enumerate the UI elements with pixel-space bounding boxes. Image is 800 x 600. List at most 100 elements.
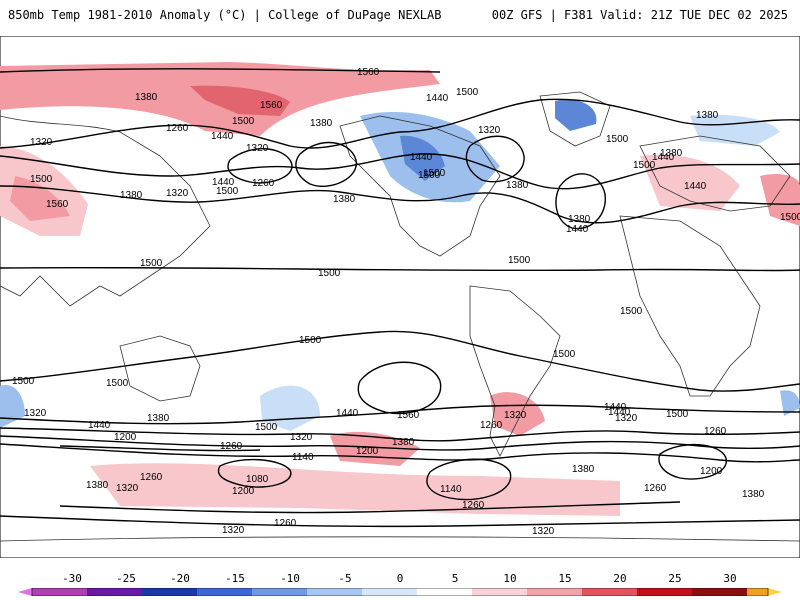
colorbar-seg [692, 588, 747, 596]
map-panel: 1560 1500 1380 1320 1440 1500 1560 1320 … [0, 35, 800, 559]
contour-cell-1200-se [658, 444, 727, 480]
colorbar-tick: -30 [62, 572, 82, 585]
contour-label: 1500 [456, 87, 479, 98]
colorbar-tick: -15 [225, 572, 245, 585]
contour-label: 1380 [568, 214, 591, 225]
contour-label: 1320 [222, 525, 245, 536]
contour-label: 1320 [116, 483, 139, 494]
coast-eurasia [0, 115, 211, 307]
coast-africa [619, 215, 761, 397]
colorbar-tick: 20 [613, 572, 627, 585]
contour-cell-south-pacific [357, 361, 442, 415]
colorbar-tick: 5 [451, 572, 459, 585]
colorbar: -30 -25 -20 -15 -10 -5 0 5 10 15 20 25 3… [0, 572, 800, 600]
contour-label: 1380 [392, 437, 415, 448]
colorbar-seg [582, 588, 637, 596]
colorbar-seg [417, 588, 472, 596]
contour-labels: 1560 1500 1380 1320 1440 1500 1560 1320 … [12, 67, 800, 537]
contour-label: 1320 [532, 526, 555, 537]
contour-label: 1440 [336, 408, 359, 419]
contour-label: 1200 [700, 466, 723, 477]
contour-label: 1380 [696, 110, 719, 121]
contour-label: 1440 [410, 152, 433, 163]
contour-label: 1500 [508, 255, 531, 266]
coast-north-america [339, 115, 501, 257]
contour-label: 1260 [462, 500, 485, 511]
coastlines [0, 91, 800, 542]
colorbar-seg [252, 588, 307, 596]
contour-label: 1500 [106, 378, 129, 389]
contour-label: 1500 [423, 168, 446, 179]
colorbar-tick: 10 [503, 572, 517, 585]
contour-label: 1380 [310, 118, 333, 129]
colorbar-seg [142, 588, 197, 596]
anomaly-cold-greenland [555, 99, 597, 131]
colorbar-tick: 30 [723, 572, 737, 585]
colorbar-tick: 25 [668, 572, 682, 585]
map-canvas: 1560 1500 1380 1320 1440 1500 1560 1320 … [0, 35, 800, 559]
contour-label: 1440 [652, 152, 675, 163]
coast-south-america [469, 285, 561, 457]
contour-cell-atlantic [555, 173, 606, 230]
contour-1500-tropics [0, 266, 800, 272]
contour-label: 1440 [88, 420, 111, 431]
colorbar-seg [472, 588, 527, 596]
contour-label: 1380 [333, 194, 356, 205]
contour-label: 1500 [633, 160, 656, 171]
contour-1200-south [59, 445, 261, 452]
contour-label: 1440 [604, 402, 627, 413]
colorbar-seg [32, 588, 87, 596]
contour-label: 1440 [608, 407, 631, 418]
coast-europe [639, 135, 791, 212]
contour-label: 1500 [140, 258, 163, 269]
colorbar-tick: 0 [396, 572, 404, 585]
contour-label: 1320 [24, 408, 47, 419]
contour-label: 1080 [246, 474, 269, 485]
contour-1500-north [0, 98, 800, 149]
colorbar-seg [527, 588, 582, 596]
contour-label: 1380 [120, 190, 143, 201]
colorbar-tick: -20 [170, 572, 190, 585]
contour-label: 1320 [478, 125, 501, 136]
contour-cell-1140 [426, 458, 512, 501]
contour-label: 1200 [114, 432, 137, 443]
contour-1500-south [0, 330, 800, 392]
coast-antarctica [0, 536, 800, 542]
contour-cell-siberia [227, 148, 293, 184]
contour-label: 1320 [504, 410, 527, 421]
colorbar-left-arrow [18, 588, 32, 596]
contour-label: 1260 [644, 483, 667, 494]
contour-label: 1500 [12, 376, 35, 387]
contour-label: 1320 [290, 432, 313, 443]
contour-label: 1380 [506, 180, 529, 191]
contour-1320-bottom [0, 515, 800, 528]
contour-label: 1380 [147, 413, 170, 424]
contour-label: 1140 [292, 452, 314, 463]
contour-label: 1260 [220, 441, 243, 452]
anomaly-warm-eu [640, 154, 740, 211]
contour-1440-north [0, 153, 800, 190]
colorbar-tick: -10 [280, 572, 300, 585]
contour-label: 1440 [684, 181, 707, 192]
colorbar-tick: 15 [558, 572, 572, 585]
contour-label: 1440 [212, 177, 235, 188]
contour-label: 1380 [572, 464, 595, 475]
contour-label: 1320 [30, 137, 53, 148]
contour-1380-north [0, 185, 800, 224]
colorbar-seg [637, 588, 692, 596]
contour-label: 1440 [211, 131, 234, 142]
colorbar-seg [197, 588, 252, 596]
contour-label: 1560 [397, 410, 420, 421]
contour-label: 1260 [480, 420, 503, 431]
contour-label: 1200 [356, 446, 379, 457]
coast-australia [119, 335, 201, 402]
anomaly-cold-se [780, 390, 800, 416]
height-contours [0, 68, 800, 528]
contour-1440-south [0, 404, 800, 425]
contour-cell-1080 [217, 458, 292, 488]
colorbar-svg [18, 588, 782, 596]
anomaly-cold-sw [0, 385, 25, 428]
contour-label: 1560 [46, 199, 69, 210]
contour-label: 1320 [246, 143, 269, 154]
contour-label: 1260 [140, 472, 163, 483]
